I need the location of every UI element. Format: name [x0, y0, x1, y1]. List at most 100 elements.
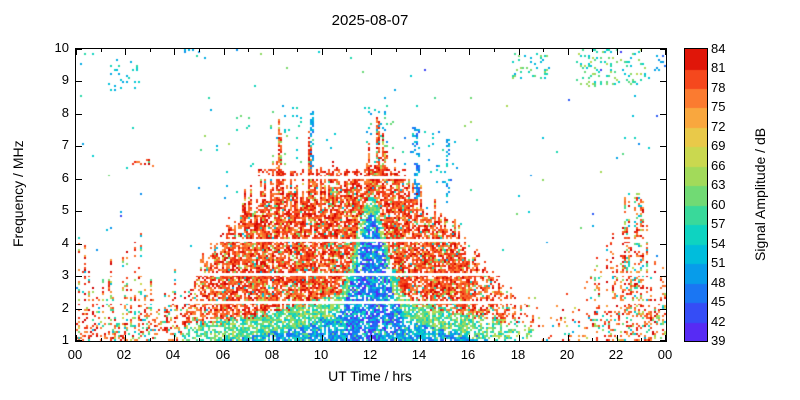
x-tick-label: 16: [460, 347, 476, 362]
x-tick-label: 12: [362, 347, 378, 362]
x-tick: [469, 335, 470, 341]
colorbar-label: Signal Amplitude / dB: [752, 127, 768, 261]
y-tick-label: 6: [61, 170, 69, 185]
plot-area: [75, 48, 667, 342]
colorbar-tick-label: 45: [711, 294, 726, 309]
x-minor-tick: [248, 338, 249, 341]
y-tick-label: 3: [61, 267, 69, 282]
chart-title: 2025-08-07: [331, 12, 409, 29]
x-minor-tick: [396, 338, 397, 341]
x-tick-label: 00: [67, 347, 83, 362]
spectrogram-canvas: [76, 49, 666, 341]
y-tick-label: 1: [61, 332, 69, 347]
y-tick: [660, 211, 666, 212]
x-minor-tick: [494, 338, 495, 341]
colorbar-canvas: [685, 49, 707, 341]
x-tick-label: 04: [165, 347, 181, 362]
x-minor-tick: [592, 49, 593, 52]
colorbar-tick-label: 75: [711, 99, 726, 114]
y-tick: [76, 81, 82, 82]
colorbar-tick-label: 42: [711, 314, 726, 329]
colorbar-tick-label: 69: [711, 138, 726, 153]
x-minor-tick: [150, 338, 151, 341]
y-tick: [660, 146, 666, 147]
y-tick: [76, 211, 82, 212]
x-tick: [174, 49, 175, 55]
y-tick: [76, 114, 82, 115]
colorbar-tick-label: 57: [711, 216, 726, 231]
x-tick: [617, 335, 618, 341]
colorbar-tick-label: 78: [711, 80, 726, 95]
y-tick: [76, 340, 82, 341]
x-minor-tick: [346, 49, 347, 52]
x-minor-tick: [592, 338, 593, 341]
x-tick: [76, 335, 77, 341]
x-tick: [224, 49, 225, 55]
x-axis-label: UT Time / hrs: [328, 368, 412, 384]
x-tick: [273, 335, 274, 341]
x-minor-tick: [641, 338, 642, 341]
x-tick: [371, 335, 372, 341]
y-axis-label: Frequency / MHz: [10, 140, 26, 248]
x-minor-tick: [199, 338, 200, 341]
colorbar-tick-label: 63: [711, 177, 726, 192]
y-tick: [76, 276, 82, 277]
y-tick: [76, 244, 82, 245]
y-tick: [660, 309, 666, 310]
x-tick-label: 10: [313, 347, 329, 362]
y-tick-label: 7: [61, 137, 69, 152]
x-tick: [273, 49, 274, 55]
x-tick-label: 02: [116, 347, 132, 362]
y-tick-label: 10: [54, 40, 69, 55]
colorbar-tick-label: 39: [711, 333, 726, 348]
colorbar-tick-label: 66: [711, 158, 726, 173]
x-minor-tick: [396, 49, 397, 52]
y-tick-label: 8: [61, 105, 69, 120]
x-minor-tick: [641, 49, 642, 52]
colorbar-tick-label: 54: [711, 236, 726, 251]
x-tick-label: 20: [559, 347, 575, 362]
x-tick: [224, 335, 225, 341]
x-tick: [665, 49, 666, 55]
y-tick: [660, 244, 666, 245]
y-tick-label: 4: [61, 235, 69, 250]
y-tick: [660, 49, 666, 50]
y-tick: [76, 309, 82, 310]
x-tick-label: 06: [215, 347, 231, 362]
x-tick: [322, 335, 323, 341]
x-minor-tick: [297, 49, 298, 52]
x-tick-label: 00: [657, 347, 673, 362]
colorbar-tick-label: 81: [711, 60, 726, 75]
y-tick: [76, 179, 82, 180]
y-tick: [660, 340, 666, 341]
x-tick-label: 14: [411, 347, 427, 362]
x-tick: [420, 49, 421, 55]
colorbar-tick-label: 60: [711, 197, 726, 212]
y-tick-label: 2: [61, 300, 69, 315]
y-tick-label: 9: [61, 72, 69, 87]
x-minor-tick: [494, 49, 495, 52]
y-tick: [660, 179, 666, 180]
colorbar: [684, 48, 708, 342]
x-minor-tick: [445, 338, 446, 341]
x-tick-label: 18: [510, 347, 526, 362]
y-tick: [660, 276, 666, 277]
x-tick: [174, 335, 175, 341]
x-minor-tick: [101, 49, 102, 52]
colorbar-tick-label: 51: [711, 255, 726, 270]
x-tick: [371, 49, 372, 55]
x-tick: [125, 49, 126, 55]
x-minor-tick: [543, 49, 544, 52]
x-minor-tick: [199, 49, 200, 52]
y-tick: [660, 81, 666, 82]
x-tick: [76, 49, 77, 55]
x-minor-tick: [543, 338, 544, 341]
x-tick-label: 22: [608, 347, 624, 362]
x-tick: [322, 49, 323, 55]
colorbar-tick-label: 84: [711, 41, 726, 56]
x-tick: [469, 49, 470, 55]
x-tick: [125, 335, 126, 341]
x-tick: [665, 335, 666, 341]
y-tick: [76, 146, 82, 147]
